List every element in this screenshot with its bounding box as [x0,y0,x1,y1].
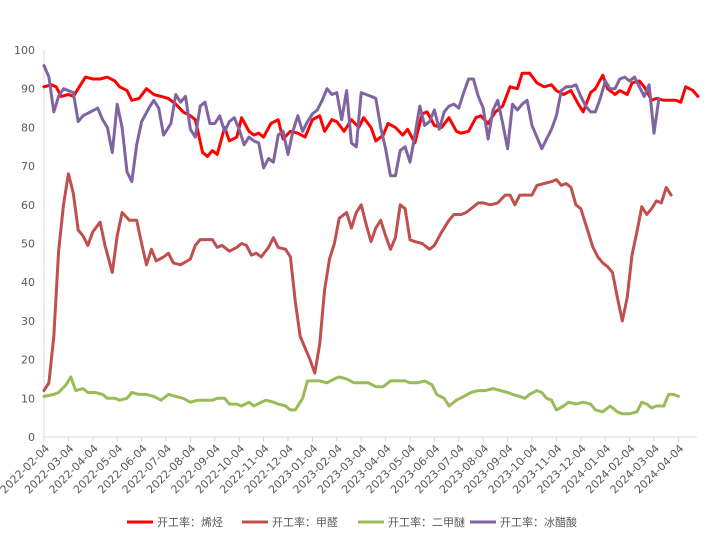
legend-label-0: 开工率：烯烃 [157,515,223,529]
y-tick-label: 10 [21,392,35,405]
y-tick-label: 0 [28,431,35,444]
legend: 开工率：烯烃 开工率：甲醛 开工率：二甲醚 开工率：冰醋酸 [127,515,577,529]
series-line-1 [42,172,673,393]
y-tick-label: 100 [14,44,35,57]
y-tick-label: 70 [21,160,35,173]
y-tick-label: 80 [21,121,35,134]
y-tick-label: 90 [21,83,35,96]
y-tick-label: 20 [21,354,35,367]
legend-label-1: 开工率：甲醛 [272,515,338,529]
legend-label-2: 开工率：二甲醚 [388,515,465,529]
y-tick-label: 40 [21,276,35,289]
series-lines [42,64,700,416]
series-line-2 [42,375,680,416]
series-line-0 [42,71,700,158]
legend-label-3: 开工率：冰醋酸 [500,515,577,529]
y-tick-label: 60 [21,199,35,212]
y-tick-label: 30 [21,315,35,328]
series-line-3 [42,64,661,184]
y-tick-label: 50 [21,238,35,251]
